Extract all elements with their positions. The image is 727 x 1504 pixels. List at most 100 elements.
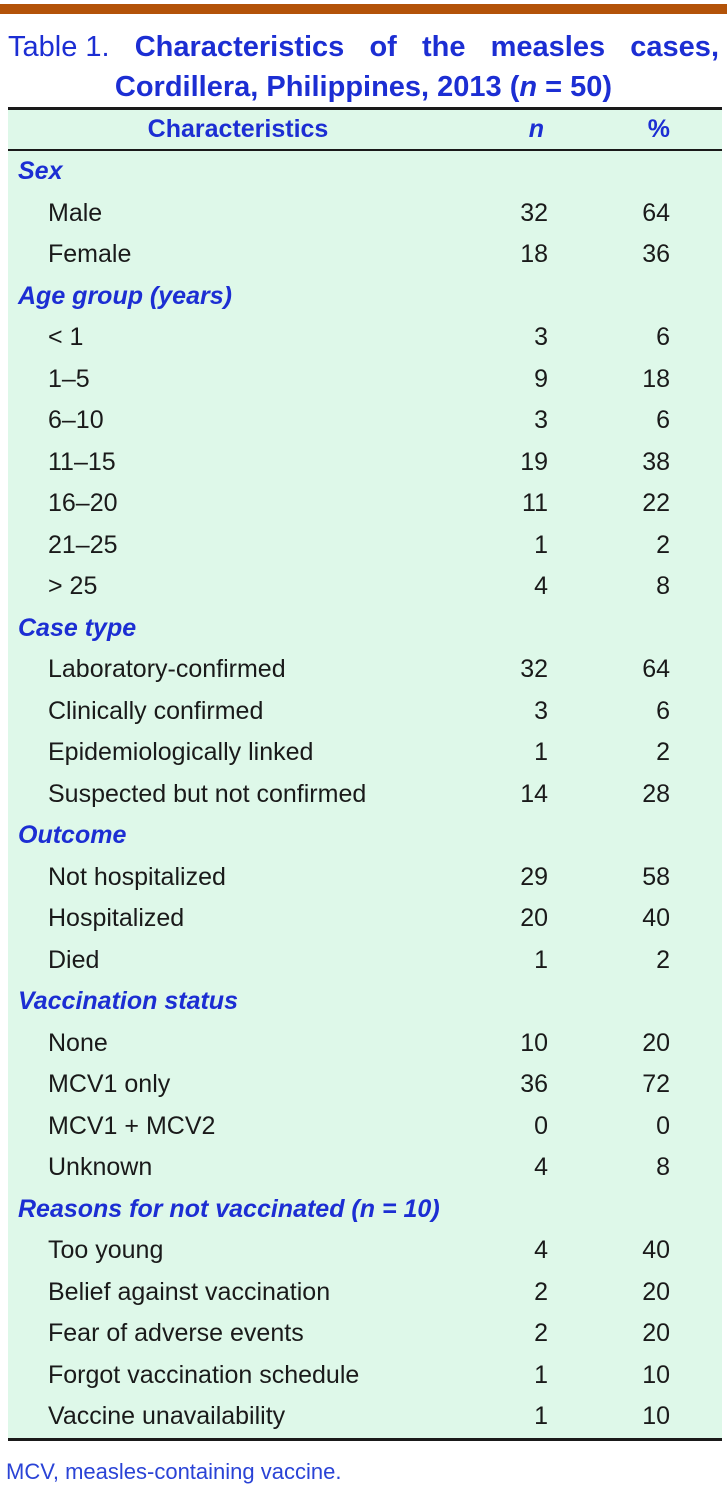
row-label: Suspected but not confirmed bbox=[48, 779, 367, 808]
row-label: Hospitalized bbox=[48, 904, 185, 933]
caption-text: Cordillera, Philippines, 2013 ( bbox=[114, 71, 520, 103]
table-section-row: Reasons for not vaccinated (n = 10) bbox=[8, 1189, 722, 1231]
table-header-row: Characteristics n % bbox=[8, 110, 722, 151]
row-pct-value: 58 bbox=[642, 862, 670, 891]
table-caption-line1: Table 1. Characteristics of the measles … bbox=[8, 27, 719, 67]
row-label: 1–5 bbox=[48, 364, 90, 393]
row-label: Male bbox=[48, 198, 103, 227]
table-row: Female 18 36 bbox=[8, 234, 722, 276]
table-row: Hospitalized 20 40 bbox=[8, 898, 722, 940]
row-pct-value: 20 bbox=[642, 1277, 670, 1306]
table-row: < 1 3 6 bbox=[8, 317, 722, 359]
table-section-row: Outcome bbox=[8, 815, 722, 857]
table-row: Not hospitalized 29 58 bbox=[8, 857, 722, 899]
row-n-value: 1 bbox=[534, 1402, 548, 1431]
header-percent: % bbox=[647, 115, 670, 143]
row-label: None bbox=[48, 1028, 108, 1057]
table-row: 11–15 19 38 bbox=[8, 442, 722, 484]
row-pct-value: 38 bbox=[642, 447, 670, 476]
table-footnote: MCV, measles-containing vaccine. bbox=[6, 1458, 342, 1484]
section-label: Reasons for not vaccinated (n = 10) bbox=[18, 1194, 440, 1223]
caption-word: cases, bbox=[630, 31, 719, 63]
row-n-value: 9 bbox=[534, 364, 548, 393]
caption-text: = 50) bbox=[537, 71, 613, 103]
row-pct-value: 28 bbox=[642, 779, 670, 808]
row-label: Clinically confirmed bbox=[48, 696, 264, 725]
caption-word: measles bbox=[490, 31, 606, 63]
table-row: Forgot vaccination schedule 1 10 bbox=[8, 1355, 722, 1397]
table-number-label: Table 1. bbox=[8, 31, 110, 63]
row-pct-value: 20 bbox=[642, 1319, 670, 1348]
table-caption-line2: Cordillera, Philippines, 2013 (n = 50) bbox=[8, 67, 719, 107]
section-label: Case type bbox=[18, 613, 137, 642]
row-label: Laboratory-confirmed bbox=[48, 655, 286, 684]
row-label: 16–20 bbox=[48, 489, 118, 518]
row-label: Epidemiologically linked bbox=[48, 738, 314, 767]
row-pct-value: 22 bbox=[642, 489, 670, 518]
row-n-value: 4 bbox=[534, 1236, 548, 1265]
row-n-value: 32 bbox=[520, 655, 548, 684]
table-row: 1–5 9 18 bbox=[8, 359, 722, 401]
table-section-row: Sex bbox=[8, 151, 722, 193]
table-row: Laboratory-confirmed 32 64 bbox=[8, 649, 722, 691]
caption-word: the bbox=[421, 31, 466, 63]
header-n: n bbox=[528, 115, 544, 143]
section-label: Outcome bbox=[18, 821, 127, 850]
row-n-value: 1 bbox=[534, 530, 548, 559]
row-n-value: 32 bbox=[520, 198, 548, 227]
top-accent-bar bbox=[0, 4, 727, 14]
table-caption: Table 1. Characteristics of the measles … bbox=[8, 27, 719, 107]
row-label: Too young bbox=[48, 1236, 164, 1265]
row-pct-value: 2 bbox=[656, 530, 670, 559]
row-pct-value: 64 bbox=[642, 655, 670, 684]
row-label: Unknown bbox=[48, 1153, 153, 1182]
caption-word: Characteristics bbox=[134, 31, 345, 63]
row-pct-value: 18 bbox=[642, 364, 670, 393]
row-n-value: 0 bbox=[534, 1111, 548, 1140]
table-row: Clinically confirmed 3 6 bbox=[8, 691, 722, 733]
row-n-value: 4 bbox=[534, 1153, 548, 1182]
row-label: Died bbox=[48, 945, 100, 974]
table-row: Vaccine unavailability 1 10 bbox=[8, 1396, 722, 1438]
table-row: MCV1 + MCV2 0 0 bbox=[8, 1106, 722, 1148]
table-row: Too young 4 40 bbox=[8, 1230, 722, 1272]
table-row: 16–20 11 22 bbox=[8, 483, 722, 525]
row-pct-value: 8 bbox=[656, 1153, 670, 1182]
row-pct-value: 20 bbox=[642, 1028, 670, 1057]
row-pct-value: 6 bbox=[656, 323, 670, 352]
table-row: MCV1 only 36 72 bbox=[8, 1064, 722, 1106]
section-label: Sex bbox=[18, 157, 63, 186]
table-row: Unknown 4 8 bbox=[8, 1147, 722, 1189]
row-pct-value: 2 bbox=[656, 945, 670, 974]
table-row: Belief against vaccination 2 20 bbox=[8, 1272, 722, 1314]
row-pct-value: 6 bbox=[656, 406, 670, 435]
row-n-value: 2 bbox=[534, 1277, 548, 1306]
row-label: MCV1 only bbox=[48, 1070, 171, 1099]
row-n-value: 29 bbox=[520, 862, 548, 891]
row-n-value: 1 bbox=[534, 1360, 548, 1389]
table-row: Died 1 2 bbox=[8, 940, 722, 982]
table-row: 6–10 3 6 bbox=[8, 400, 722, 442]
row-n-value: 19 bbox=[520, 447, 548, 476]
row-n-value: 36 bbox=[520, 1070, 548, 1099]
row-label: > 25 bbox=[48, 572, 98, 601]
row-label: Vaccine unavailability bbox=[48, 1402, 286, 1431]
row-n-value: 20 bbox=[520, 904, 548, 933]
table-row: Fear of adverse events 2 20 bbox=[8, 1313, 722, 1355]
row-pct-value: 64 bbox=[642, 198, 670, 227]
row-pct-value: 72 bbox=[642, 1070, 670, 1099]
table-row: Male 32 64 bbox=[8, 193, 722, 235]
row-label: Fear of adverse events bbox=[48, 1319, 304, 1348]
row-n-value: 2 bbox=[534, 1319, 548, 1348]
row-label: 6–10 bbox=[48, 406, 104, 435]
row-n-value: 1 bbox=[534, 738, 548, 767]
row-pct-value: 2 bbox=[656, 738, 670, 767]
table-section-row: Vaccination status bbox=[8, 981, 722, 1023]
row-n-value: 10 bbox=[520, 1028, 548, 1057]
row-n-value: 4 bbox=[534, 572, 548, 601]
row-label: 11–15 bbox=[48, 447, 116, 476]
row-pct-value: 10 bbox=[642, 1402, 670, 1431]
row-label: MCV1 + MCV2 bbox=[48, 1111, 216, 1140]
row-n-value: 14 bbox=[520, 779, 548, 808]
section-label: Vaccination status bbox=[18, 987, 238, 1016]
